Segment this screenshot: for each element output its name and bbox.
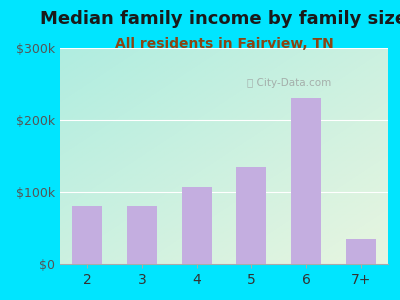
Text: ⓘ City-Data.com: ⓘ City-Data.com <box>248 78 332 88</box>
Bar <box>236 167 266 264</box>
Text: Median family income by family size: Median family income by family size <box>40 11 400 28</box>
Bar <box>291 98 321 264</box>
Bar <box>346 239 376 264</box>
Bar <box>72 206 102 264</box>
Bar <box>127 206 157 264</box>
Text: All residents in Fairview, TN: All residents in Fairview, TN <box>115 38 333 52</box>
Bar <box>182 187 212 264</box>
